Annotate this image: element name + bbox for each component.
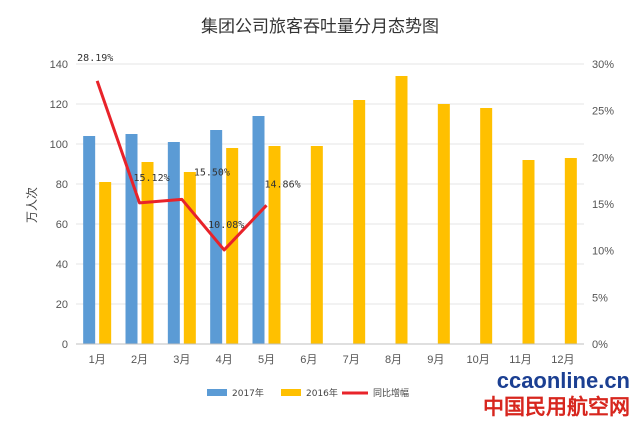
- bar-2016年-12月: [564, 158, 577, 344]
- x-tick-label: 6月: [300, 354, 317, 366]
- y-tick-label: 80: [56, 179, 68, 191]
- bar-2016年-6月: [310, 146, 323, 344]
- legend: 2017年 2016年 同比增幅: [207, 387, 409, 399]
- legend-label-2017: 2017年: [232, 387, 264, 399]
- legend-swatch-2017: [207, 389, 227, 396]
- y-tick-label: 60: [56, 219, 68, 231]
- y2-tick-label: 20%: [592, 152, 614, 164]
- growth-data-label: 15.12%: [134, 173, 170, 184]
- x-tick-label: 2月: [131, 354, 148, 366]
- x-tick-label: 4月: [216, 354, 233, 366]
- y2-tick-label: 10%: [592, 246, 614, 258]
- y-tick-label: 140: [50, 59, 68, 71]
- y-tick-label: 20: [56, 299, 68, 311]
- watermark-name: 中国民用航空网: [483, 395, 630, 419]
- x-tick-label: 9月: [427, 354, 444, 366]
- x-tick-label: 10月: [467, 354, 490, 366]
- y2-tick-label: 25%: [592, 106, 614, 118]
- growth-data-label: 15.50%: [194, 167, 230, 178]
- y-tick-label: 100: [50, 139, 68, 151]
- y2-tick-label: 0%: [592, 339, 608, 351]
- bar-2017年-5月: [252, 116, 265, 344]
- x-tick-label: 5月: [258, 354, 275, 366]
- bar-2016年-8月: [395, 76, 408, 344]
- growth-line-series: 28.19% 15.12% 15.50% 10.08% 14.86%: [77, 53, 301, 252]
- y-tick-label: 120: [50, 99, 68, 111]
- bar-2016年-1月: [99, 182, 112, 344]
- bar-2016年-4月: [226, 148, 239, 344]
- legend-label-2016: 2016年: [306, 387, 338, 399]
- gridlines: [76, 63, 584, 345]
- bar-2016年-3月: [183, 172, 196, 344]
- chart-title: 集团公司旅客吞吐量分月态势图: [201, 17, 439, 37]
- bar-2016年-10月: [480, 108, 493, 344]
- bars: [83, 76, 577, 344]
- growth-data-label: 28.19%: [77, 53, 113, 64]
- legend-swatch-2016: [281, 389, 301, 396]
- y-axis-label: 万人次: [25, 187, 39, 223]
- x-tick-label: 7月: [343, 354, 360, 366]
- bar-2017年-4月: [210, 130, 223, 344]
- bar-2016年-7月: [353, 100, 366, 344]
- y2-tick-label: 30%: [592, 59, 614, 71]
- bar-2017年-3月: [167, 142, 180, 344]
- y-tick-label: 40: [56, 259, 68, 271]
- bar-2016年-11月: [522, 160, 535, 344]
- growth-data-label: 14.86%: [265, 179, 301, 190]
- x-tick-label: 11月: [509, 354, 531, 366]
- bar-2016年-5月: [268, 146, 281, 344]
- y-tick-label: 0: [62, 339, 68, 351]
- x-tick-label: 1月: [89, 354, 106, 366]
- bar-2016年-9月: [437, 104, 450, 344]
- y2-tick-label: 15%: [592, 199, 614, 211]
- y2-tick-label: 5%: [592, 292, 608, 304]
- x-tick-label: 12月: [551, 354, 574, 366]
- bar-2016年-2月: [141, 162, 154, 344]
- x-tick-label: 3月: [173, 354, 190, 366]
- growth-line: [95, 80, 268, 252]
- legend-label-growth: 同比增幅: [373, 387, 409, 399]
- watermark: ccaonline.cn 中国民用航空网: [483, 368, 630, 419]
- axes: 0 20 40 60 80 100 120 140 0% 5% 10% 15% 20% 25% 30% 1月 2…: [50, 59, 615, 366]
- growth-data-label: 10.08%: [208, 220, 244, 231]
- watermark-site: ccaonline.cn: [497, 368, 630, 393]
- bar-2017年-1月: [83, 136, 96, 344]
- x-tick-label: 8月: [385, 354, 402, 366]
